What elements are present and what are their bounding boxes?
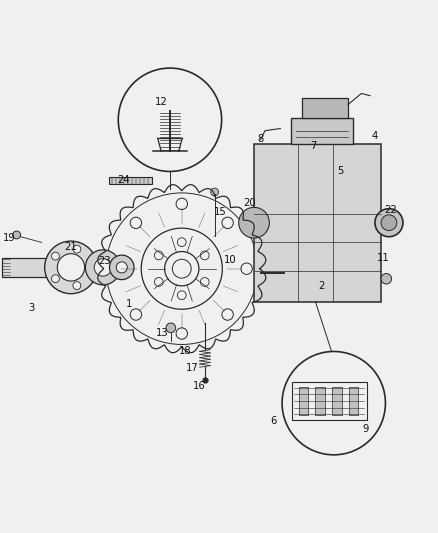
Bar bbox=[349, 387, 358, 415]
Circle shape bbox=[239, 207, 269, 238]
Circle shape bbox=[52, 252, 60, 260]
Bar bbox=[291, 118, 353, 144]
Text: 19: 19 bbox=[3, 233, 16, 243]
Text: 6: 6 bbox=[271, 416, 277, 426]
Circle shape bbox=[116, 262, 127, 273]
Circle shape bbox=[282, 351, 385, 455]
Bar bbox=[292, 382, 367, 419]
Circle shape bbox=[155, 251, 163, 260]
Circle shape bbox=[176, 198, 187, 209]
Circle shape bbox=[200, 251, 209, 260]
Circle shape bbox=[130, 309, 141, 320]
Circle shape bbox=[118, 68, 222, 172]
Circle shape bbox=[111, 263, 123, 274]
Bar bbox=[315, 387, 325, 415]
Text: 7: 7 bbox=[310, 141, 316, 151]
Text: 11: 11 bbox=[377, 253, 390, 263]
Text: 2: 2 bbox=[319, 281, 325, 291]
Text: 23: 23 bbox=[98, 256, 110, 266]
Circle shape bbox=[211, 188, 219, 196]
Circle shape bbox=[130, 217, 141, 229]
Bar bbox=[109, 177, 152, 184]
Circle shape bbox=[166, 323, 176, 333]
Circle shape bbox=[57, 254, 85, 281]
Circle shape bbox=[155, 278, 163, 286]
Text: 16: 16 bbox=[193, 381, 206, 391]
Text: 13: 13 bbox=[156, 328, 168, 338]
Circle shape bbox=[241, 263, 252, 274]
Text: 1: 1 bbox=[126, 298, 132, 309]
Text: 21: 21 bbox=[64, 242, 78, 252]
Circle shape bbox=[110, 255, 134, 280]
Text: 10: 10 bbox=[224, 255, 236, 265]
Circle shape bbox=[177, 238, 186, 247]
Bar bbox=[332, 387, 342, 415]
Text: 9: 9 bbox=[363, 424, 369, 433]
Text: 8: 8 bbox=[258, 134, 264, 144]
Text: 4: 4 bbox=[371, 131, 378, 141]
Text: 15: 15 bbox=[213, 207, 226, 217]
Bar bbox=[299, 387, 308, 415]
Circle shape bbox=[381, 215, 397, 231]
Circle shape bbox=[222, 309, 233, 320]
Text: 24: 24 bbox=[117, 175, 130, 185]
Circle shape bbox=[375, 209, 403, 237]
Bar bbox=[302, 98, 348, 118]
Circle shape bbox=[200, 278, 209, 286]
Text: 3: 3 bbox=[28, 303, 35, 313]
Circle shape bbox=[73, 245, 81, 253]
Text: 17: 17 bbox=[185, 363, 198, 373]
Circle shape bbox=[13, 231, 21, 239]
Text: 18: 18 bbox=[179, 345, 191, 356]
Circle shape bbox=[94, 259, 112, 276]
Circle shape bbox=[177, 291, 186, 300]
Circle shape bbox=[86, 263, 94, 271]
Text: 12: 12 bbox=[155, 97, 168, 107]
Circle shape bbox=[85, 250, 120, 285]
Circle shape bbox=[381, 273, 392, 284]
Text: 22: 22 bbox=[384, 205, 397, 215]
Circle shape bbox=[52, 274, 60, 282]
Circle shape bbox=[222, 217, 233, 229]
Bar bbox=[2, 258, 48, 277]
Circle shape bbox=[176, 328, 187, 339]
FancyBboxPatch shape bbox=[254, 144, 381, 302]
Text: 20: 20 bbox=[244, 198, 256, 208]
Circle shape bbox=[73, 281, 81, 289]
Text: 5: 5 bbox=[338, 166, 344, 176]
Circle shape bbox=[45, 241, 97, 294]
